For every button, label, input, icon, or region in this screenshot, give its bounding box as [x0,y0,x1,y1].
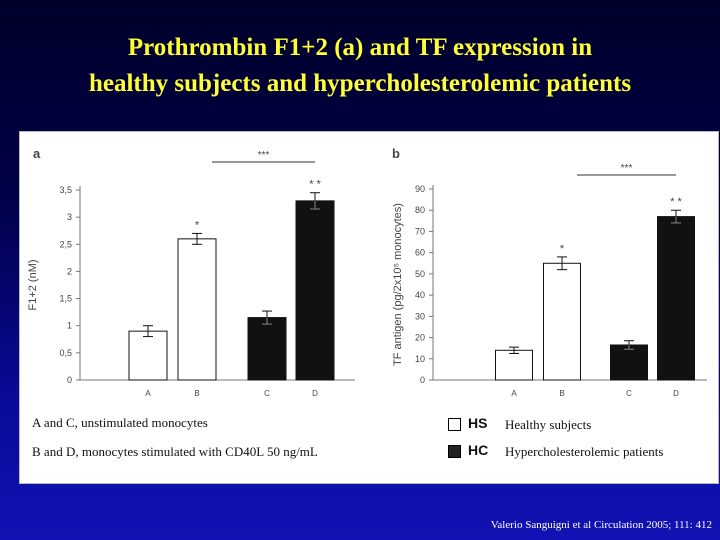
y-tick-label: 10 [415,354,425,364]
legend-code-hc: HC [468,442,489,458]
legend-label-hc: Hypercholesterolemic patients [505,444,664,459]
bracket-label: *** [258,150,270,161]
bar-D [657,216,695,381]
citation: Valerio Sanguigni et al Circulation 2005… [490,519,712,531]
y-axis-title: TF antigen (pg/2x10⁵ monocytes) [392,203,404,366]
bracket-label: *** [621,163,633,174]
y-tick-label: 40 [415,290,425,300]
x-tick-label-A: A [145,389,151,398]
y-tick-label: 2 [67,266,72,276]
y-tick-label: 80 [415,205,425,215]
bar-C [247,317,287,381]
bar-B [543,262,581,381]
bar-D [295,200,335,381]
bar-A [128,330,168,381]
y-tick-label: 1 [67,321,72,331]
panel-label: b [392,146,400,161]
significance-marker-D: * * [670,196,682,208]
y-axis-title: F1+2 (nM) [27,259,39,310]
legend-code-hs: HS [468,415,488,431]
significance-marker-B: * [195,219,200,231]
significance-marker-D: * * [309,179,321,191]
x-tick-label-A: A [511,389,517,398]
panel-label: a [33,146,41,161]
legend-swatch-hs [448,418,461,431]
y-tick-label: 2,5 [59,239,72,249]
y-tick-label: 3,5 [59,185,72,195]
x-tick-label-D: D [312,389,318,398]
y-tick-label: 20 [415,333,425,343]
x-tick-label-B: B [194,389,199,398]
legend-label-hs: Healthy subjects [505,417,592,432]
y-tick-label: 0 [420,375,425,385]
bar-B [177,238,217,381]
note-unstimulated: A and C, unstimulated monocytes [32,415,208,430]
y-tick-label: 3 [67,212,72,222]
significance-marker-B: * [560,243,565,255]
x-tick-label-C: C [264,389,270,398]
note-stimulated: B and D, monocytes stimulated with CD40L… [32,444,318,459]
y-tick-label: 70 [415,226,425,236]
legend-swatch-hc [448,445,461,458]
title-line-2: healthy subjects and hypercholesterolemi… [88,70,632,97]
x-tick-label-C: C [626,389,632,398]
slide-title: Prothrombin F1+2 (a) and TF expression i… [0,30,720,102]
y-tick-label: 60 [415,248,425,258]
title-line-1: Prothrombin F1+2 (a) and TF expression i… [127,34,593,61]
figure-panel: a 0 0,5 1 1,5 2 2,5 3 3,5 F1+2 (nM) A * B C * * D *** b 0… [19,131,719,484]
y-tick-label: 90 [415,184,425,194]
bar-A [495,349,533,381]
y-tick-label: 0 [67,375,72,385]
x-tick-label-B: B [559,389,564,398]
bar-C [610,344,648,381]
y-tick-label: 30 [415,311,425,321]
x-tick-label-D: D [673,389,679,398]
y-tick-label: 50 [415,269,425,279]
chart-a: a 0 0,5 1 1,5 2 2,5 3 3,5 F1+2 (nM) A * B C * * D *** [27,146,355,398]
chart-b: b 0 10 20 30 40 50 60 70 80 90 TF antigen (pg/2x10⁵… [392,146,707,398]
y-tick-label: 0,5 [59,348,72,358]
y-tick-label: 1,5 [59,294,72,304]
